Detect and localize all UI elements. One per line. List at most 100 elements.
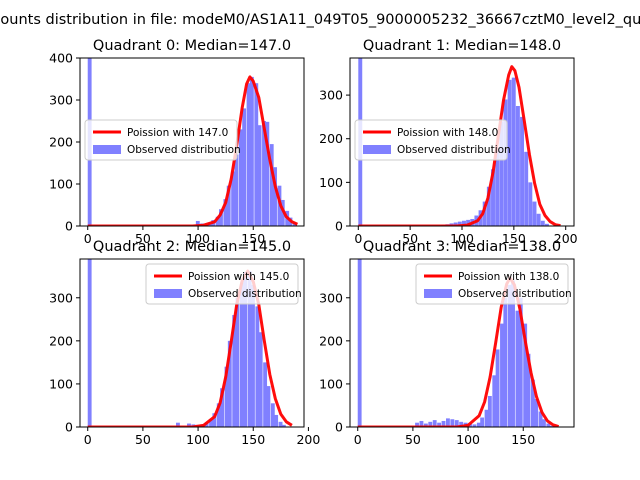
quadrant-0-title: Quadrant 0: Median=147.0	[93, 38, 291, 54]
q2-ytick-label: 300	[49, 290, 73, 305]
q1-hist-bar	[515, 106, 520, 226]
q1-xtick-label: 50	[402, 231, 418, 246]
q2-xtick-label: 200	[296, 432, 320, 447]
q2-hist-bar	[187, 423, 191, 427]
q1-hist-bar	[540, 220, 545, 226]
q0-legend-hist-swatch	[93, 145, 121, 154]
q3-hist-bar	[454, 420, 459, 427]
q0-xtick-label: 100	[186, 231, 210, 246]
q0-hist-bar	[219, 209, 223, 226]
quadrant-2-title: Quadrant 2: Median=145.0	[93, 239, 291, 255]
q0-hist-bar	[273, 167, 277, 226]
q3-hist-bar	[546, 423, 551, 427]
q2-xtick-label: 100	[186, 432, 210, 447]
q3-hist-bar	[437, 422, 442, 427]
q3-hist-bar	[484, 409, 489, 427]
q1-ytick-label: 200	[319, 131, 343, 146]
q2-xtick-label: 150	[241, 432, 265, 447]
q1-hist-bar	[511, 77, 516, 226]
q1-hist-bar	[532, 201, 537, 226]
q1-ytick-label: 0	[335, 219, 343, 234]
q0-legend-poisson-label: Poission with 147.0	[127, 127, 228, 139]
q1-hist-bar	[499, 121, 504, 226]
q3-hist-bar	[432, 420, 437, 427]
q2-xtick-label: 0	[84, 432, 92, 447]
q0-ytick-label: 0	[65, 219, 73, 234]
q0-hist-bar	[231, 171, 236, 226]
q0-ytick-label: 100	[49, 177, 73, 192]
q2-legend-box	[145, 263, 299, 305]
q3-legend-hist-swatch	[424, 289, 452, 298]
q0-legend: Poission with 147.0 Observed distribution	[84, 119, 241, 161]
q3-hist-bar	[511, 280, 515, 427]
quadrant-3-panel: Quadrant 3: Median=138.0 0 50 100 150 0 100 20…	[319, 239, 575, 447]
q0-hist-bar	[215, 216, 220, 226]
q0-hist-bar	[238, 129, 243, 226]
q2-ytick-label: 0	[65, 420, 73, 435]
q3-legend-hist-label: Observed distribution	[458, 288, 572, 300]
q3-hist-bar	[419, 420, 424, 427]
q0-hist-bar	[223, 199, 228, 226]
q3-hist-bar	[428, 421, 433, 427]
q0-xtick-label: 150	[241, 231, 265, 246]
q1-hist-bar	[528, 182, 533, 226]
q2-hist-bar	[274, 414, 279, 427]
q3-hist-bar	[534, 399, 539, 427]
q3-hist-bar	[538, 411, 543, 427]
q3-legend-box	[415, 263, 569, 305]
q1-xtick-label: 150	[502, 231, 526, 246]
q2-plot-area	[87, 259, 293, 427]
q3-hist-bar	[542, 419, 546, 427]
q1-xtick-label: 0	[354, 231, 362, 246]
q3-hist-bar	[446, 418, 450, 427]
q0-hist-bar	[242, 108, 247, 226]
q3-ytick-label: 100	[319, 376, 343, 391]
q0-poisson-curve	[87, 75, 299, 226]
q1-xtick-label: 100	[450, 231, 474, 246]
q2-hist-bar	[220, 388, 224, 427]
q1-hist-bar	[466, 219, 471, 226]
q0-legend-hist-label: Observed distribution	[127, 144, 241, 156]
q3-hist-bar	[549, 425, 554, 427]
q3-xtick-label: 0	[354, 432, 362, 447]
q1-hist-bar	[482, 201, 487, 226]
q2-hist-bar	[212, 413, 217, 427]
quadrant-1-title: Quadrant 1: Median=148.0	[363, 38, 561, 54]
q0-xtick-label: 50	[135, 231, 151, 246]
q1-hist-bar	[453, 222, 458, 226]
q3-hist-bar	[459, 421, 464, 427]
q2-legend-poisson-label: Poission with 145.0	[188, 271, 289, 283]
q3-hist-bar	[423, 423, 428, 427]
q2-hist-bar	[224, 366, 229, 427]
q2-ytick-label: 100	[49, 376, 73, 391]
q2-legend: Poission with 145.0 Observed distribution	[145, 263, 302, 305]
q2-hist-bar	[258, 332, 263, 427]
q2-hist-bar	[251, 284, 255, 427]
q2-hist-bar	[227, 340, 232, 427]
q2-hist-bar	[270, 403, 275, 427]
q2-legend-hist-swatch	[154, 289, 182, 298]
q0-hist-bar	[249, 76, 254, 226]
q1-xtick-label: 200	[554, 231, 578, 246]
q2-hist-bar	[263, 362, 268, 427]
q0-ytick-label: 200	[49, 135, 73, 150]
q1-ytick-label: 300	[319, 88, 343, 103]
q3-ytick-label: 0	[335, 420, 343, 435]
q0-hist-bar	[195, 220, 200, 226]
q3-hist-bar	[503, 297, 508, 427]
q2-hist-bar	[232, 315, 237, 427]
q3-hist-bar	[415, 422, 419, 427]
q1-legend-hist-label: Observed distribution	[397, 144, 511, 156]
q3-hist-bar	[495, 349, 500, 427]
q3-xtick-label: 50	[405, 432, 421, 447]
q1-legend: Poission with 148.0 Observed distribution	[354, 119, 511, 161]
q3-xtick-label: 150	[511, 432, 535, 447]
q3-hist-bar	[441, 420, 446, 427]
quadrant-2-panel: Quadrant 2: Median=145.0 0 50 100 150 200 0 10…	[49, 239, 320, 447]
q2-hist-bar	[255, 306, 260, 427]
q0-hist-bar	[234, 154, 239, 226]
quadrant-0-panel: Quadrant 0: Median=147.0 0 50 100 150 0 100 20…	[49, 38, 305, 246]
q3-hist-bar	[476, 422, 481, 427]
q3-hist-bar	[487, 395, 492, 427]
